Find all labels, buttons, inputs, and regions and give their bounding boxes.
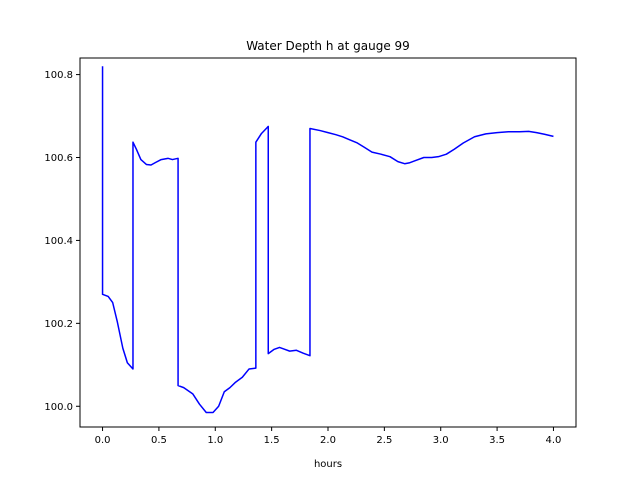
y-tick-label: 100.0 xyxy=(44,402,73,413)
x-axis-label: hours xyxy=(314,459,342,470)
y-tick-label: 100.2 xyxy=(44,319,73,330)
y-tick-label: 100.6 xyxy=(44,153,73,164)
x-axis: 0.0 0.5 1.0 1.5 2.0 2.5 3.0 3.5 4.0 xyxy=(95,427,562,446)
x-tick-label: 1.5 xyxy=(264,435,280,446)
y-tick-label: 100.8 xyxy=(44,70,73,81)
series-layer xyxy=(101,66,554,414)
x-tick-label: 4.0 xyxy=(546,435,562,446)
x-tick-label: 2.5 xyxy=(376,435,392,446)
series-line-0 xyxy=(101,66,554,414)
chart-title: Water Depth h at gauge 99 xyxy=(246,39,410,53)
x-tick-label: 0.5 xyxy=(151,435,167,446)
y-axis: 100.0 100.2 100.4 100.6 100.8 xyxy=(44,70,80,413)
x-tick-label: 3.0 xyxy=(433,435,449,446)
plot-frame xyxy=(79,57,577,428)
y-tick-label: 100.4 xyxy=(44,236,73,247)
x-tick-label: 1.0 xyxy=(207,435,223,446)
x-tick-label: 2.0 xyxy=(320,435,336,446)
x-tick-label: 0.0 xyxy=(95,435,111,446)
x-tick-label: 3.5 xyxy=(489,435,505,446)
